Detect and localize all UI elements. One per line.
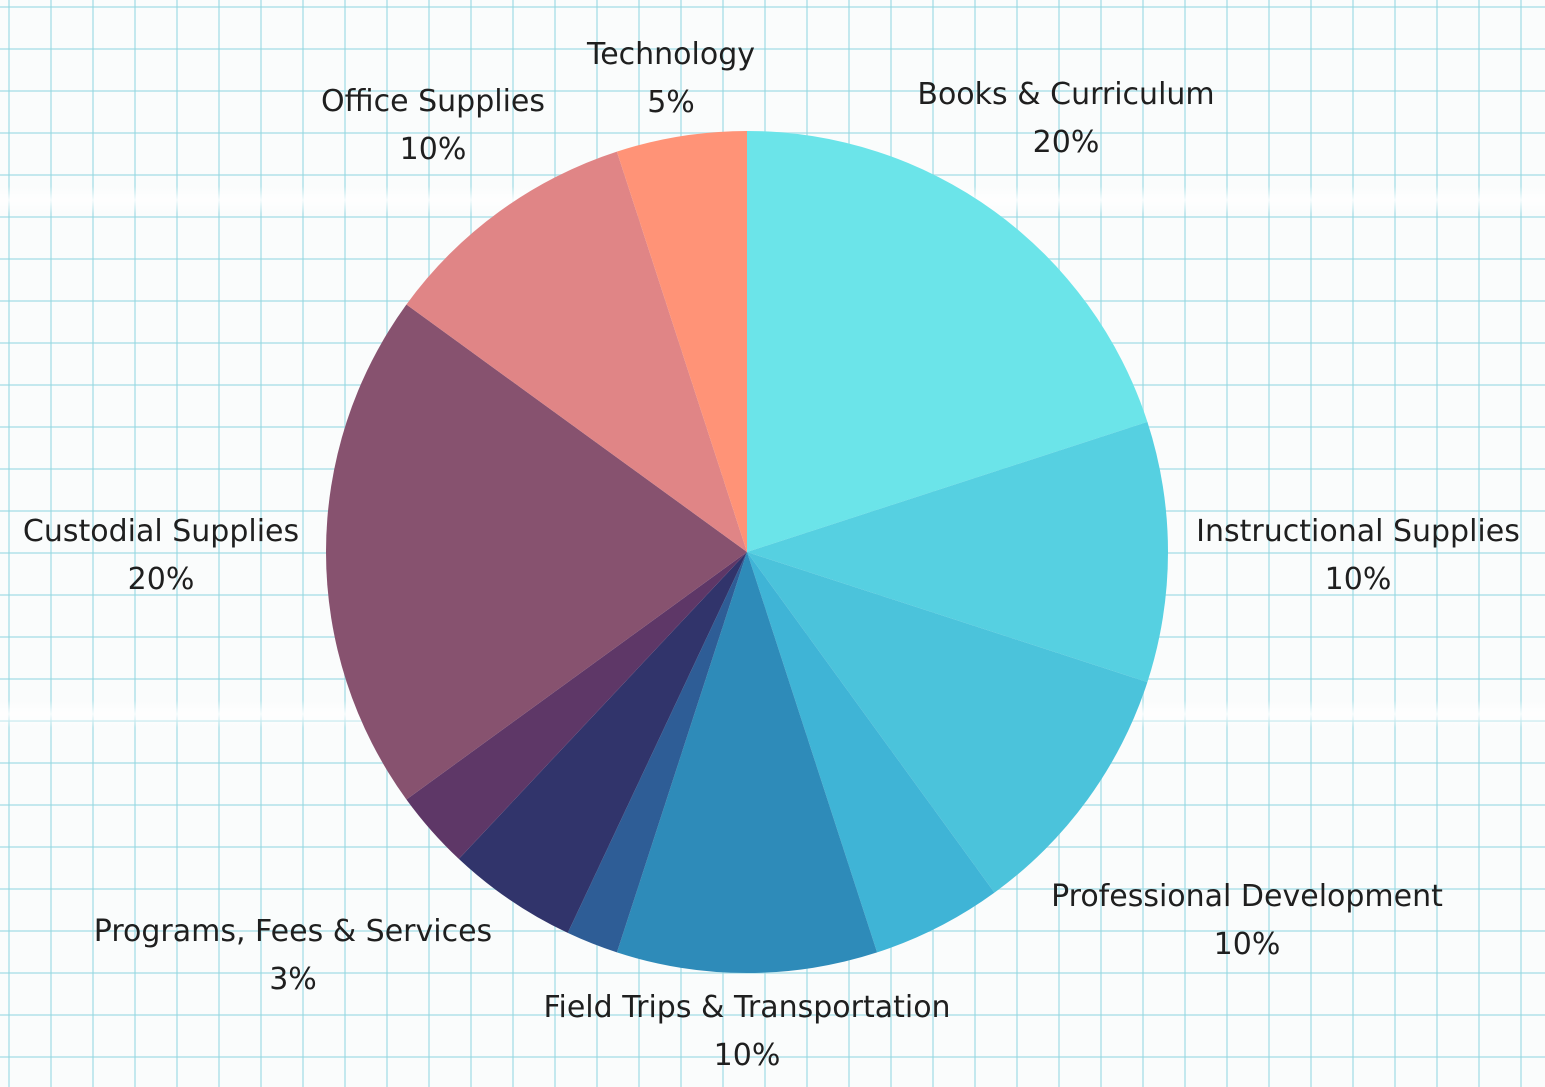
slice-unlabeled-5 bbox=[567, 552, 747, 953]
slice-value-technology: 5% bbox=[647, 85, 695, 120]
slice-value-field-trips-and-transportation: 10% bbox=[714, 1038, 781, 1073]
slice-books-and-curriculum bbox=[747, 131, 1148, 552]
slice-programs-fees-and-services bbox=[406, 552, 747, 859]
slice-unlabeled-6 bbox=[458, 552, 747, 933]
slice-value-instructional-supplies: 10% bbox=[1325, 562, 1392, 597]
slice-office-supplies bbox=[406, 151, 747, 552]
pie-labels: Books & Curriculum 20% Instructional Suppl… bbox=[23, 37, 1520, 1073]
slice-professional-development bbox=[747, 552, 1148, 893]
slice-label-instructional-supplies: Instructional Supplies bbox=[1196, 514, 1520, 549]
slice-technology bbox=[616, 131, 747, 552]
slice-label-office-supplies: Office Supplies bbox=[321, 84, 545, 119]
slice-instructional-supplies bbox=[747, 421, 1168, 683]
slice-value-books-and-curriculum: 20% bbox=[1033, 125, 1100, 160]
pie-slices bbox=[326, 131, 1168, 973]
slice-label-technology: Technology bbox=[586, 37, 755, 72]
slice-value-office-supplies: 10% bbox=[400, 132, 467, 167]
slice-field-trips-and-transportation bbox=[616, 552, 878, 973]
slice-label-programs-fees-and-services: Programs, Fees & Services bbox=[94, 914, 492, 949]
slice-label-field-trips-and-transportation: Field Trips & Transportation bbox=[543, 990, 950, 1025]
slice-custodial-supplies bbox=[326, 304, 747, 800]
slice-value-custodial-supplies: 20% bbox=[128, 562, 195, 597]
slice-unlabeled-3 bbox=[747, 552, 995, 953]
slice-label-professional-development: Professional Development bbox=[1051, 879, 1443, 914]
slice-value-programs-fees-and-services: 3% bbox=[269, 962, 317, 997]
slice-value-professional-development: 10% bbox=[1214, 927, 1281, 962]
slice-label-custodial-supplies: Custodial Supplies bbox=[23, 514, 299, 549]
slice-label-books-and-curriculum: Books & Curriculum bbox=[917, 77, 1214, 112]
